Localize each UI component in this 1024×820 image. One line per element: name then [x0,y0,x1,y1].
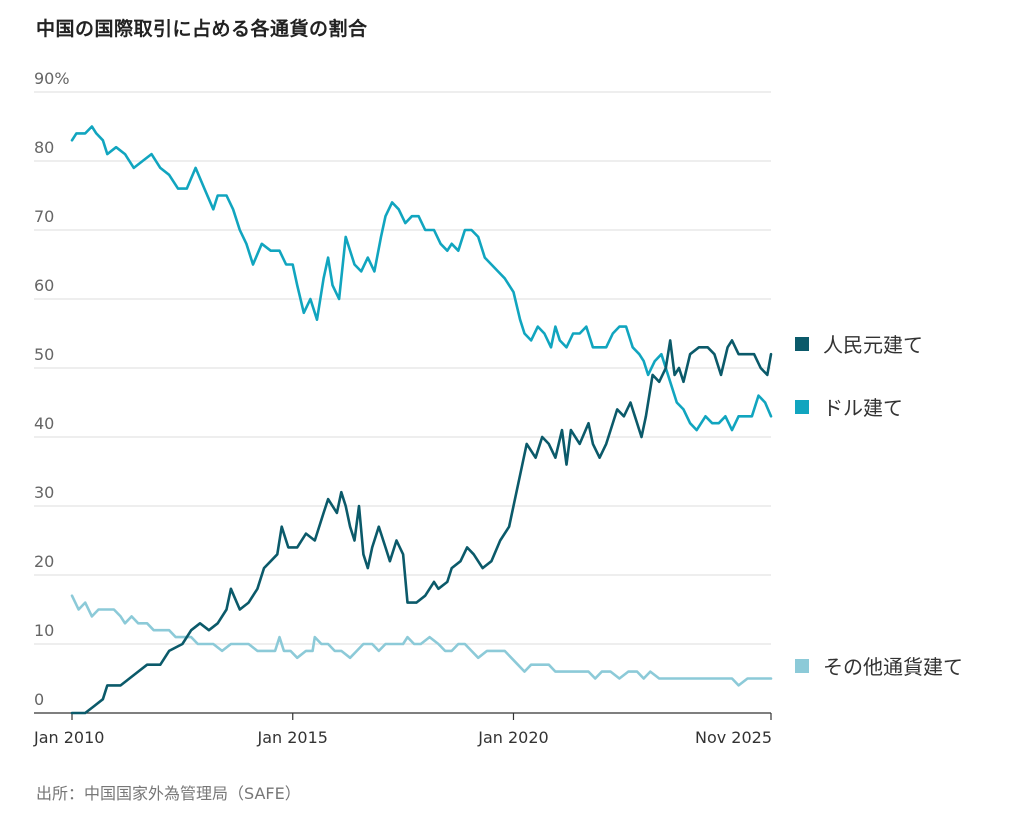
legend-swatch-usd [795,399,809,414]
series-line-usd [70,125,773,432]
y-tick-label-50: 50 [34,345,54,364]
x-tick-label-3: Nov 2025 [695,728,772,747]
x-tick-label-0: Jan 2010 [33,728,104,747]
y-tick-label-10: 10 [34,621,54,640]
y-unit-label: % [54,69,69,88]
legend-item-cny: 人民元建て [795,329,923,358]
x-axis: Jan 2010 Jan 2015 Jan 2020 Nov 2025 [33,712,772,747]
y-tick-label-30: 30 [34,483,54,502]
y-tick-label-20: 20 [34,552,54,571]
series-line-cny [70,339,773,715]
legend-swatch-cny [795,336,809,351]
y-tick-label-90: 90% [34,69,70,88]
legend-swatch-other [795,658,809,673]
series-lines [70,125,773,715]
y-tick-label-40: 40 [34,414,54,433]
chart-title: 中国の国際取引に占める各通貨の割合 [36,18,368,40]
x-tick-label-2: Jan 2020 [477,728,548,747]
y-axis-ticks: 0 10 20 30 40 50 60 70 80 90% [34,69,70,709]
x-tick-label-1: Jan 2015 [257,728,328,747]
legend-item-usd: ドル建て [795,392,903,421]
y-tick-label-0: 0 [34,690,44,709]
series-line-other [70,594,773,687]
legend-item-other: その他通貨建て [795,651,963,680]
legend-label-usd: ドル建て [823,396,903,420]
y-tick-label-70: 70 [34,207,54,226]
source-note: 出所：中国国家外為管理局（SAFE） [36,784,301,803]
legend-label-other: その他通貨建て [823,655,963,679]
y-tick-label-60: 60 [34,276,54,295]
legend-label-cny: 人民元建て [823,333,923,357]
y-tick-label-80: 80 [34,138,54,157]
